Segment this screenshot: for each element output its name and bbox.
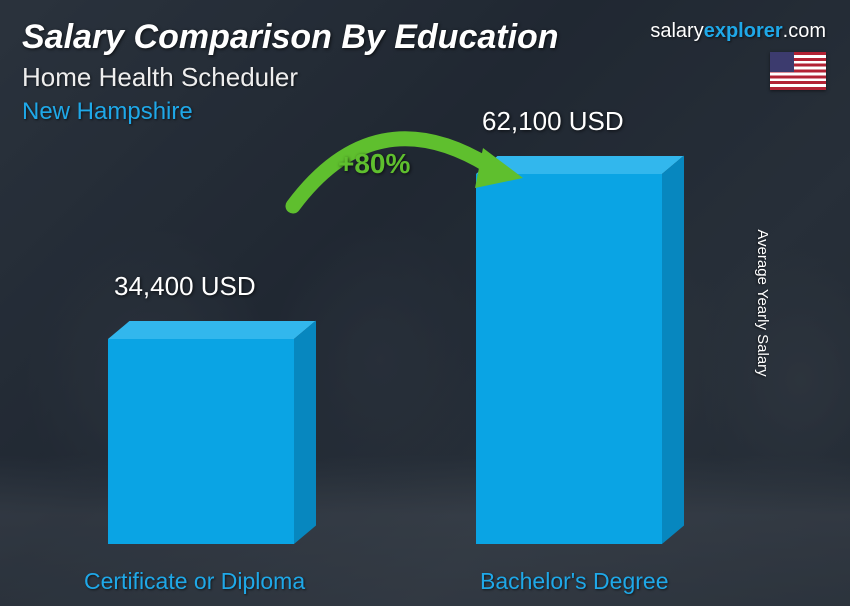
bar-side: [662, 156, 684, 544]
bar-category-label: Certificate or Diploma: [84, 568, 305, 595]
bar-top: [108, 321, 315, 339]
bar-value-label: 34,400 USD: [114, 271, 256, 302]
bar-front: [108, 339, 294, 544]
increase-percent: +80%: [338, 148, 410, 180]
bar-side: [294, 321, 316, 544]
bar-category-label: Bachelor's Degree: [480, 568, 669, 595]
bar-0: 34,400 USDCertificate or Diploma: [108, 321, 324, 544]
bar-chart: 34,400 USDCertificate or Diploma62,100 U…: [0, 0, 850, 606]
bar-front: [476, 174, 662, 544]
